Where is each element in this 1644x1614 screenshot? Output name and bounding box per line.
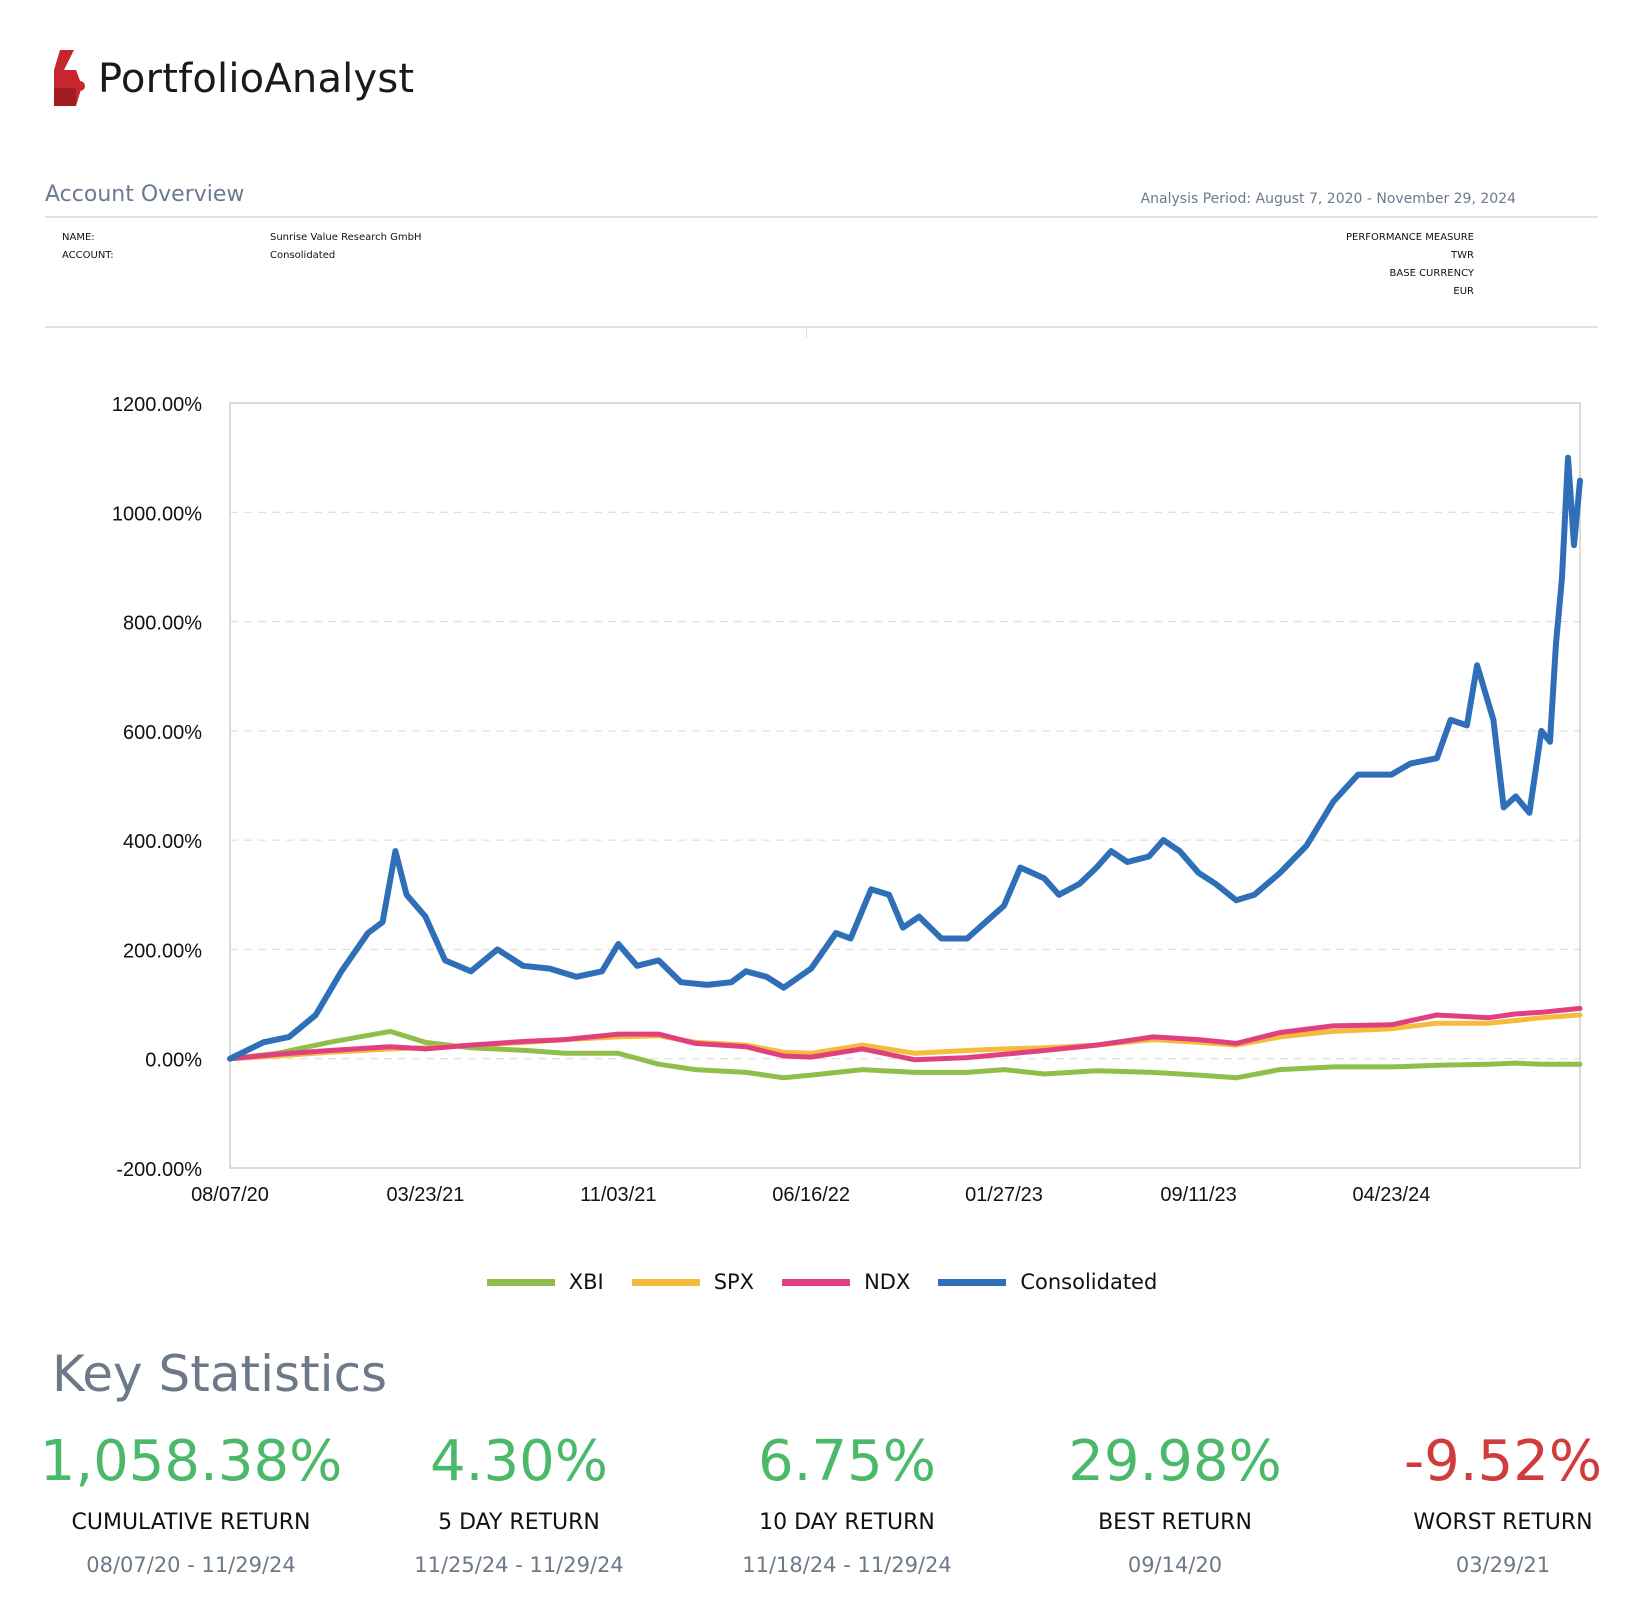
stat-label: 5 DAY RETURN xyxy=(438,1510,600,1535)
series-line-xbi xyxy=(227,1028,1583,1081)
y-tick-label: 0.00% xyxy=(145,1050,202,1072)
stat-range: 11/18/24 - 11/29/24 xyxy=(742,1553,952,1577)
performance-measure-label: PERFORMANCE MEASURE xyxy=(1345,232,1474,243)
stat-label: 10 DAY RETURN xyxy=(759,1510,935,1535)
legend-label-consolidated: Consolidated xyxy=(1020,1270,1158,1294)
stat-label: WORST RETURN xyxy=(1413,1510,1593,1535)
stat-value: 29.98% xyxy=(1068,1429,1282,1494)
divider-bottom xyxy=(45,326,1598,328)
y-tick-label: 600.00% xyxy=(123,722,202,744)
account-label: ACCOUNT: xyxy=(62,250,114,261)
stat-value: 4.30% xyxy=(430,1429,608,1494)
account-value: Consolidated xyxy=(270,250,336,261)
performance-line-chart: 1200.00% 1000.00% 800.00% 600.00% 400.00% 200… xyxy=(112,394,1583,1206)
x-tick-label: 11/03/21 xyxy=(580,1184,656,1206)
y-tick-label: 200.00% xyxy=(123,940,202,962)
brand-name: PortfolioAnalyst xyxy=(98,56,415,102)
y-tick-label: 800.00% xyxy=(123,613,202,635)
legend-swatch-xbi xyxy=(486,1278,555,1286)
x-tick-label: 06/16/22 xyxy=(772,1184,850,1206)
legend-label-spx: SPX xyxy=(713,1270,755,1294)
x-tick-label: 01/27/23 xyxy=(965,1184,1043,1206)
y-tick-label: 1000.00% xyxy=(112,503,202,525)
stat-range: 11/25/24 - 11/29/24 xyxy=(414,1553,624,1577)
y-tick-label: -200.00% xyxy=(116,1159,202,1181)
legend-item-consolidated[interactable]: Consolidated xyxy=(938,1270,1157,1294)
brand-header: PortfolioAnalyst xyxy=(50,48,414,110)
stat-label: CUMULATIVE RETURN xyxy=(71,1510,311,1535)
series-line-consolidated xyxy=(227,454,1583,1062)
y-tick-label: 1200.00% xyxy=(112,394,202,416)
legend-item-ndx[interactable]: NDX xyxy=(782,1270,910,1294)
legend-item-xbi[interactable]: XBI xyxy=(486,1270,604,1294)
stat-cumulative-return: 1,058.38% CUMULATIVE RETURN 08/07/20 - 1… xyxy=(31,1429,351,1578)
stat-5-day-return: 4.30% 5 DAY RETURN 11/25/24 - 11/29/24 xyxy=(359,1429,679,1578)
x-tick-label: 09/11/23 xyxy=(1160,1184,1236,1206)
name-label: NAME: xyxy=(62,232,95,243)
chart-legend: XBI SPX NDX Consolidated xyxy=(0,1270,1644,1294)
legend-swatch-spx xyxy=(631,1278,700,1286)
y-tick-label: 400.00% xyxy=(123,831,202,853)
series-line-ndx xyxy=(227,1005,1583,1063)
stat-label: BEST RETURN xyxy=(1098,1510,1252,1535)
legend-swatch-consolidated xyxy=(938,1278,1007,1286)
legend-label-ndx: NDX xyxy=(864,1270,911,1294)
stat-range: 08/07/20 - 11/29/24 xyxy=(86,1553,296,1577)
performance-measure-value: TWR xyxy=(1451,250,1474,261)
stat-worst-return: -9.52% WORST RETURN 03/29/21 xyxy=(1343,1429,1644,1578)
stat-best-return: 29.98% BEST RETURN 09/14/20 xyxy=(1015,1429,1335,1578)
plot-frame xyxy=(229,402,1581,1169)
legend-item-spx[interactable]: SPX xyxy=(631,1270,755,1294)
base-currency-value: EUR xyxy=(1453,286,1474,297)
legend-label-xbi: XBI xyxy=(568,1270,604,1294)
stat-value: 1,058.38% xyxy=(39,1429,343,1494)
series-line-spx xyxy=(227,1012,1583,1062)
stat-10-day-return: 6.75% 10 DAY RETURN 11/18/24 - 11/29/24 xyxy=(687,1429,1007,1578)
stat-range: 09/14/20 xyxy=(1127,1553,1223,1577)
stat-range: 03/29/21 xyxy=(1455,1553,1551,1577)
portfolioanalyst-logo-icon xyxy=(54,50,85,106)
base-currency-label: BASE CURRENCY xyxy=(1389,268,1474,279)
analysis-period: Analysis Period: August 7, 2020 - Novemb… xyxy=(1140,191,1516,207)
key-statistics-title: Key Statistics xyxy=(52,1345,388,1403)
divider-top xyxy=(45,216,1598,218)
account-overview-title: Account Overview xyxy=(45,182,245,207)
divider-tick xyxy=(806,326,807,338)
legend-swatch-ndx xyxy=(782,1278,851,1286)
x-tick-label: 04/23/24 xyxy=(1352,1184,1430,1206)
x-tick-label: 08/07/20 xyxy=(191,1184,269,1206)
name-value: Sunrise Value Research GmbH xyxy=(270,232,422,243)
stat-value: -9.52% xyxy=(1403,1429,1603,1494)
x-tick-label: 03/23/21 xyxy=(386,1184,464,1206)
stat-value: 6.75% xyxy=(758,1429,936,1494)
